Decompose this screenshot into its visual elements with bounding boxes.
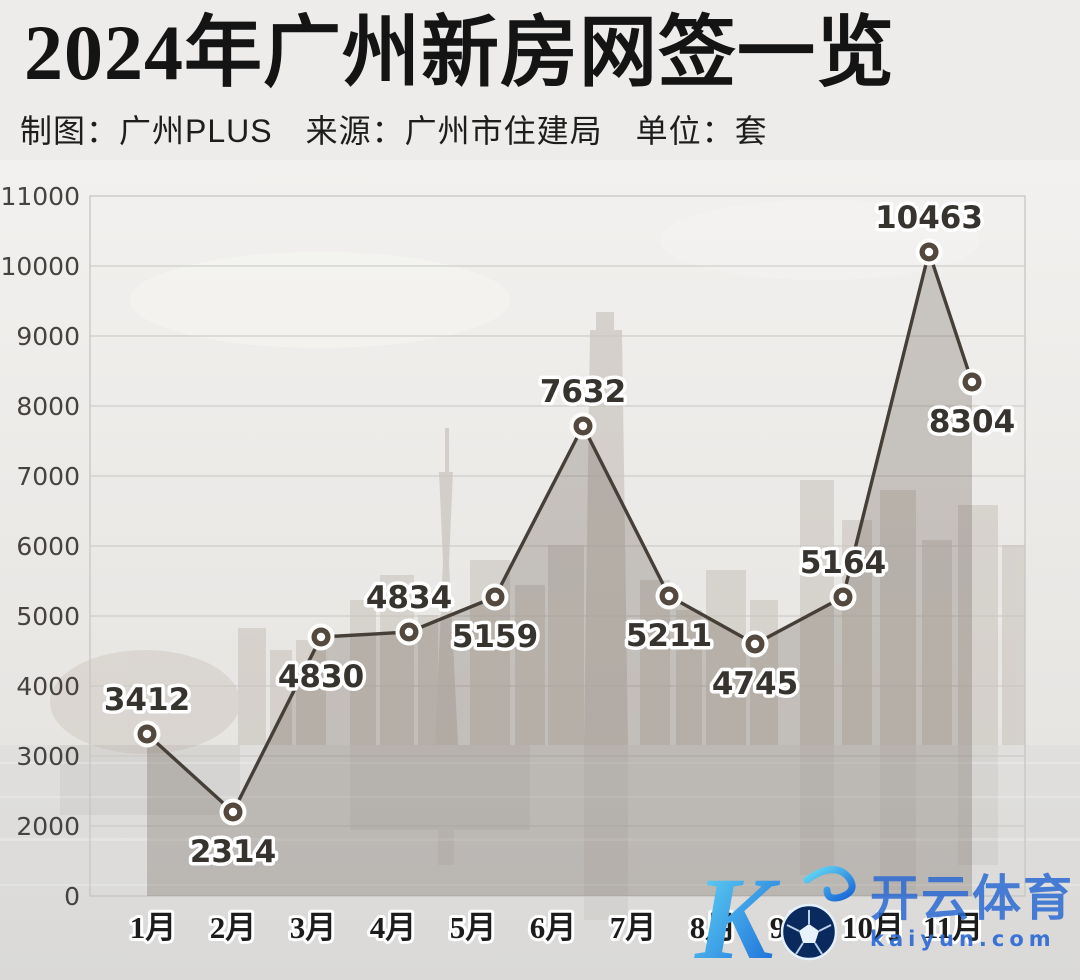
data-point-marker	[741, 630, 769, 658]
data-point-label: 5211	[626, 618, 712, 654]
y-tick-label: 3000	[16, 742, 80, 771]
sky-area	[0, 160, 1080, 750]
watermark-brand: 开云体育	[869, 872, 1074, 926]
data-point-label: 4745	[712, 666, 798, 702]
watermark-text: 开云体育 kaiyun.com	[869, 872, 1074, 952]
header: 2024年广州新房网签一览 制图：广州PLUS 来源：广州市住建局 单位：套	[0, 0, 1080, 152]
y-tick-label: 0	[64, 882, 80, 911]
data-point-label: 5164	[800, 545, 886, 581]
month-label: 6月	[530, 910, 577, 945]
data-point-label: 7632	[540, 374, 626, 410]
month-label: 1月	[130, 910, 177, 945]
water-ripples	[0, 762, 1080, 886]
y-tick-label: 6000	[16, 532, 80, 561]
data-point-label: 8304	[929, 404, 1015, 440]
y-tick-label: 7000	[16, 462, 80, 491]
month-label: 10月	[842, 910, 904, 945]
month-label: 2月	[210, 910, 257, 945]
data-point-label: 3412	[104, 682, 190, 718]
swirl-flourish	[803, 866, 856, 902]
data-point-label: 4834	[366, 580, 452, 616]
soccer-ball-icon	[780, 903, 838, 961]
month-label: 3月	[290, 910, 337, 945]
page-title: 2024年广州新房网签一览	[24, 9, 896, 96]
data-point-label: 5159	[452, 619, 538, 655]
y-tick-label: 10000	[0, 252, 80, 281]
month-label: 11月	[923, 910, 983, 945]
data-point-label: 2314	[190, 834, 276, 870]
data-point-marker	[395, 618, 423, 646]
watermark-domain: kaiyun.com	[869, 927, 1056, 951]
month-label: 8月	[690, 910, 737, 945]
data-point-marker	[829, 583, 857, 611]
data-point-marker	[958, 368, 986, 396]
data-point-label: 10463	[875, 200, 983, 236]
k-letter: K	[694, 854, 781, 972]
data-point-marker	[481, 583, 509, 611]
data-point-label: 4830	[278, 659, 364, 695]
y-tick-label: 11000	[0, 182, 80, 211]
month-label: 4月	[370, 910, 417, 945]
kaiyun-watermark: K 开云体育 kaiyun.com	[691, 854, 1074, 972]
plot-border	[89, 195, 1026, 897]
data-point-marker	[915, 238, 943, 266]
credits-line: 制图：广州PLUS 来源：广州市住建局 单位：套	[20, 112, 768, 149]
y-tick-label: 5000	[16, 602, 80, 631]
month-label: 7月	[610, 910, 657, 945]
data-point-marker	[569, 412, 597, 440]
area-fill	[147, 252, 972, 896]
kaiyun-logo: K	[694, 854, 856, 972]
data-point-marker	[133, 720, 161, 748]
data-point-marker	[219, 798, 247, 826]
y-tick-label: 4000	[16, 672, 80, 701]
water-area	[0, 745, 1080, 980]
data-point-marker	[307, 623, 335, 651]
y-tick-label: 9000	[16, 322, 80, 351]
y-tick-label: 2000	[16, 812, 80, 841]
y-tick-label: 8000	[16, 392, 80, 421]
data-point-marker	[655, 582, 683, 610]
month-label: 5月	[450, 910, 497, 945]
cloud	[660, 200, 980, 280]
cloud	[130, 252, 510, 348]
